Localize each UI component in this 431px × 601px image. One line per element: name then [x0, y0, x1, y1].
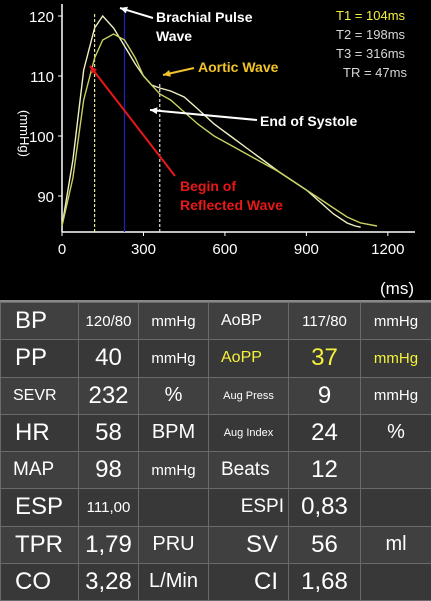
- pulse-wave-chart: 90 100 110 120 0 300 600 900 1200 (mmHg) (ms) Br…: [0, 0, 431, 300]
- sevr-unit: %: [138, 376, 209, 415]
- map-unit: mmHg: [138, 450, 209, 490]
- y-tick-label: 110: [30, 69, 54, 86]
- esp-label: ESP: [0, 488, 79, 527]
- aobp-label: AoBP: [208, 301, 289, 341]
- series-line-2: [61, 33, 378, 227]
- pp-value: 40: [78, 339, 139, 378]
- sevr-label: SEVR: [0, 376, 79, 415]
- metrics-table: BP 120/80 mmHg AoBP 117/80 mmHg PP 40 mm…: [0, 301, 431, 601]
- arrow-brachial-head: [120, 6, 128, 14]
- bp-label: BP: [0, 301, 79, 341]
- bp-value: 120/80: [78, 301, 139, 341]
- timing-readout: T1 = 104ms T2 = 198ms T3 = 316ms TR = 47…: [336, 8, 407, 80]
- metrics-row: CO 3,28 L/Min CI 1,68: [0, 562, 431, 601]
- ci-value: 1,68: [288, 562, 361, 601]
- tpr-label: TPR: [0, 525, 79, 564]
- metrics-row: BP 120/80 mmHg AoBP 117/80 mmHg: [0, 301, 431, 341]
- x-tick-label: 600: [212, 241, 237, 258]
- tpr-value: 1,79: [78, 525, 139, 564]
- aopp-value: 37: [288, 339, 361, 378]
- timing-t1: T1 = 104ms: [336, 8, 406, 23]
- hr-value: 58: [78, 413, 139, 453]
- arrow-reflected: [89, 65, 176, 177]
- timing-t2: T2 = 198ms: [336, 27, 406, 42]
- beats-value: 12: [288, 450, 361, 490]
- hr-unit: BPM: [138, 413, 209, 453]
- espi-label: ESPI: [208, 488, 289, 527]
- x-tick-label: 900: [294, 241, 319, 258]
- x-tick-label: 300: [131, 241, 156, 258]
- metrics-row: MAP 98 mmHg Beats 12: [0, 450, 431, 490]
- y-tick-label: 120: [29, 9, 54, 26]
- arrow-reflected-head: [90, 66, 98, 74]
- timing-t3: T3 = 316ms: [336, 46, 406, 61]
- pp-unit: mmHg: [138, 339, 209, 378]
- y-tick-label: 100: [29, 129, 54, 146]
- y-tick-label: 90: [37, 189, 54, 206]
- series-line-1: [61, 14, 361, 228]
- aobp-value: 117/80: [288, 301, 361, 341]
- aug-index-label: Aug Index: [208, 413, 289, 453]
- tpr-unit: PRU: [138, 525, 209, 564]
- annotation-aortic: Aortic Wave: [198, 59, 279, 75]
- arrow-aortic-head: [163, 70, 171, 77]
- pp-label: PP: [0, 339, 79, 378]
- metrics-row: SEVR 232 % Aug Press 9 mmHg: [0, 376, 431, 415]
- x-tick-label: 0: [58, 241, 66, 258]
- x-axis-unit: (ms): [380, 279, 414, 298]
- sv-unit: ml: [360, 525, 431, 564]
- bp-unit: mmHg: [138, 301, 209, 341]
- arrow-end-systole: [149, 109, 258, 121]
- aug-press-label: Aug Press: [208, 376, 289, 415]
- metrics-row: TPR 1,79 PRU SV 56 ml: [0, 525, 431, 564]
- annotation-reflected-line1: Begin of: [180, 178, 236, 194]
- metrics-panel: BP 120/80 mmHg AoBP 117/80 mmHg PP 40 mm…: [0, 300, 431, 601]
- map-value: 98: [78, 450, 139, 490]
- aug-index-value: 24: [288, 413, 361, 453]
- beats-unit: [360, 450, 431, 490]
- annotation-reflected-line2: Reflected Wave: [180, 197, 283, 213]
- annotation-brachial-line2: Wave: [156, 28, 192, 44]
- aug-press-value: 9: [288, 376, 361, 415]
- sevr-value: 232: [78, 376, 139, 415]
- arrow-end-systole-head: [150, 107, 158, 115]
- aug-press-unit: mmHg: [360, 376, 431, 415]
- co-value: 3,28: [78, 562, 139, 601]
- espi-unit: [360, 488, 431, 527]
- ci-unit: [360, 562, 431, 601]
- aopp-label: AoPP: [208, 339, 289, 378]
- sv-label: SV: [208, 525, 289, 564]
- annotation-brachial-line1: Brachial Pulse: [156, 9, 253, 25]
- annotation-end-systole: End of Systole: [260, 113, 357, 129]
- espi-value: 0,83: [288, 488, 361, 527]
- metrics-row: PP 40 mmHg AoPP 37 mmHg: [0, 339, 431, 378]
- aopp-unit: mmHg: [360, 339, 431, 378]
- aug-index-unit: %: [360, 413, 431, 453]
- y-axis-label: (mmHg): [17, 110, 32, 157]
- sv-value: 56: [288, 525, 361, 564]
- beats-label: Beats: [208, 450, 289, 490]
- esp-value: 111,00: [78, 488, 139, 527]
- ci-label: CI: [208, 562, 289, 601]
- co-label: CO: [0, 562, 79, 601]
- x-tick-label: 1200: [371, 241, 404, 258]
- aobp-unit: mmHg: [360, 301, 431, 341]
- esp-unit: [138, 488, 209, 527]
- co-unit: L/Min: [138, 562, 209, 601]
- timing-tr: TR = 47ms: [343, 65, 407, 80]
- map-label: MAP: [0, 450, 79, 490]
- metrics-row: ESP 111,00 ESPI 0,83: [0, 488, 431, 527]
- metrics-row: HR 58 BPM Aug Index 24 %: [0, 413, 431, 453]
- hr-label: HR: [0, 413, 79, 453]
